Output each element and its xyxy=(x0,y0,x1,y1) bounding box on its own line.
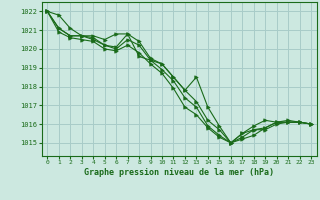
X-axis label: Graphe pression niveau de la mer (hPa): Graphe pression niveau de la mer (hPa) xyxy=(84,168,274,177)
